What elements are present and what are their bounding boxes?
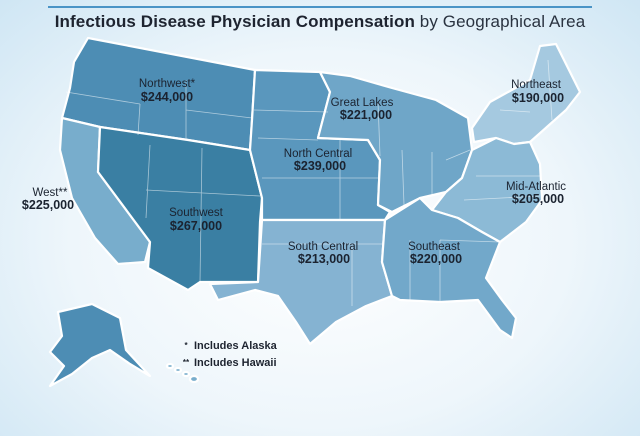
region-great-lakes — [316, 70, 474, 214]
label-southeast-name: Southeast — [408, 241, 461, 253]
label-northeast-name: Northeast — [511, 79, 562, 91]
title-main: Infectious Disease Physician Compensatio… — [54, 12, 415, 31]
label-great-lakes-value: $221,000 — [340, 108, 392, 122]
legend-symbol: * — [184, 341, 188, 350]
label-west-name: West** — [33, 187, 68, 199]
label-south-central-name: South Central — [288, 241, 358, 253]
label-northeast-value: $190,000 — [512, 91, 564, 105]
label-southwest-value: $267,000 — [170, 219, 222, 233]
label-northwest-value: $244,000 — [141, 90, 193, 104]
label-west-value: $225,000 — [22, 198, 74, 212]
state-borders — [65, 59, 553, 306]
legend-symbol: ** — [182, 358, 190, 367]
region-labels: Northwest* $244,000 West** $225,000 Sout… — [22, 78, 566, 266]
region-southwest — [96, 125, 264, 292]
label-south-central-value: $213,000 — [298, 252, 350, 266]
title-block: Infectious Disease Physician Compensatio… — [48, 6, 592, 32]
label-mid-atlantic-value: $205,000 — [512, 192, 564, 206]
label-southwest-name: Southwest — [169, 207, 224, 219]
legend-text: Includes Hawaii — [194, 356, 277, 369]
label-north-central-name: North Central — [284, 148, 352, 160]
region-alaska — [48, 302, 152, 388]
region-southeast — [380, 196, 518, 340]
region-hawaii — [165, 362, 200, 384]
label-great-lakes-name: Great Lakes — [331, 97, 394, 109]
title-suffix: by Geographical Area — [414, 12, 586, 31]
label-southeast-value: $220,000 — [410, 252, 462, 266]
legend-item-hawaii: ** Includes Hawaii — [178, 354, 277, 371]
label-north-central-value: $239,000 — [294, 159, 346, 173]
map-title: Infectious Disease Physician Compensatio… — [48, 12, 592, 32]
region-mid-atlantic — [430, 136, 544, 244]
legend-item-alaska: * Includes Alaska — [178, 337, 277, 354]
label-mid-atlantic-name: Mid-Atlantic — [506, 181, 566, 193]
legend: * Includes Alaska ** Includes Hawaii — [178, 337, 277, 371]
label-northwest-name: Northwest* — [139, 78, 196, 90]
legend-text: Includes Alaska — [194, 339, 277, 352]
title-rule — [48, 6, 592, 8]
